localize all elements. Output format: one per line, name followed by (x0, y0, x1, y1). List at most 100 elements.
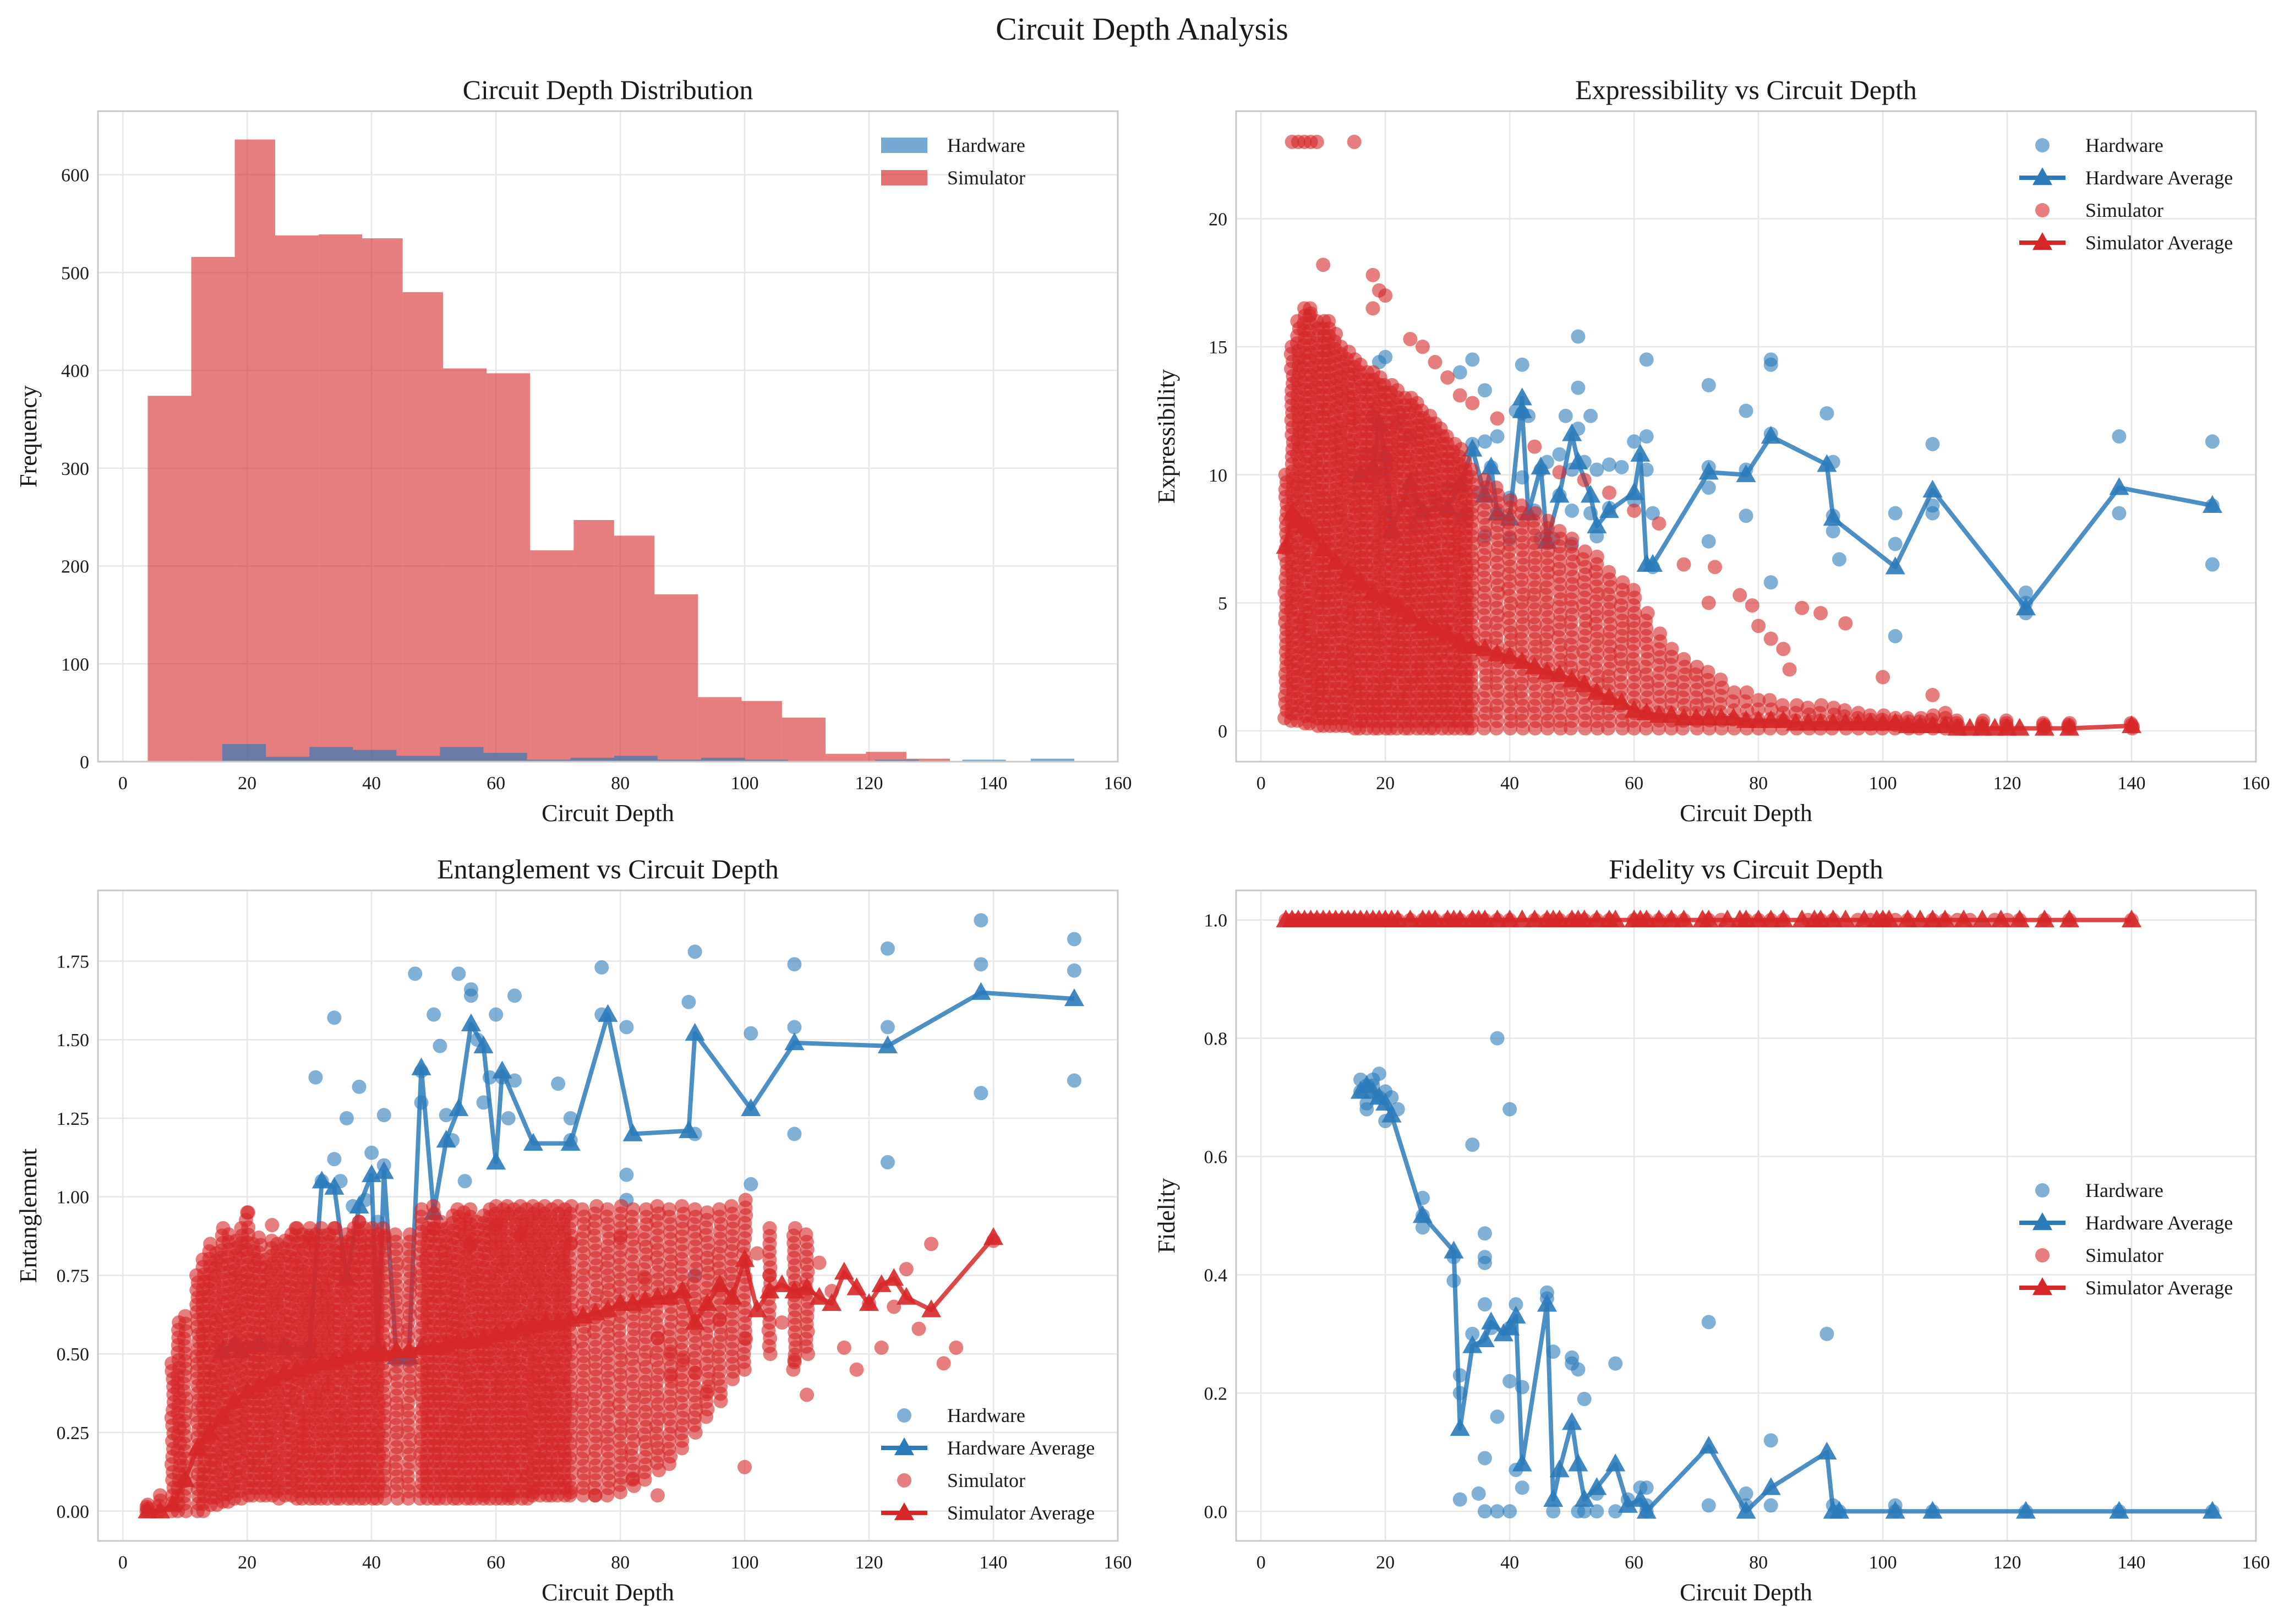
y-tick-label: 100 (61, 654, 89, 675)
scatter-point (1477, 473, 1491, 487)
histogram-bar (826, 754, 866, 762)
histogram-bar (275, 236, 319, 762)
scatter-point (1702, 378, 1716, 392)
x-tick-label: 160 (2242, 773, 2270, 794)
scatter-point (974, 957, 988, 971)
x-tick-label: 60 (1625, 773, 1643, 794)
scatter-point (1888, 537, 1903, 551)
histogram-bar (487, 373, 530, 762)
scatter-point (1577, 473, 1592, 487)
y-tick-label: 0 (1218, 721, 1227, 742)
scatter-point (619, 1020, 633, 1034)
scatter-point (463, 1202, 477, 1217)
x-tick-label: 140 (980, 773, 1008, 794)
legend-label: Simulator (947, 167, 1025, 189)
scatter-point (1527, 440, 1542, 454)
scatter-point (619, 1168, 633, 1182)
histogram-bar (396, 756, 440, 762)
scatter-point (744, 1026, 758, 1041)
scatter-point (881, 1155, 895, 1169)
scatter-point (1553, 465, 1567, 479)
y-axis-label: Frequency (15, 385, 42, 488)
histogram-bar (353, 750, 396, 762)
scatter-point (464, 988, 478, 1003)
scatter-point (1713, 672, 1728, 687)
scatter-point (1541, 514, 1555, 528)
scatter-point (1465, 462, 1479, 477)
scatter-point (787, 957, 801, 971)
scatter-point (1465, 352, 1479, 367)
scatter-point (1416, 340, 1430, 354)
scatter-point (1565, 532, 1579, 546)
figure-title: Circuit Depth Analysis (996, 11, 1288, 47)
legend-swatch (881, 170, 927, 185)
x-tick-label: 0 (1256, 773, 1266, 794)
x-tick-label: 100 (731, 773, 759, 794)
scatter-point (507, 988, 522, 1003)
legend-label: Hardware (2085, 134, 2163, 156)
subplot-title: Circuit Depth Distribution (463, 74, 753, 105)
scatter-point (1465, 396, 1479, 411)
y-tick-label: 0 (80, 752, 89, 773)
scatter-point (1347, 135, 1362, 149)
scatter-point (1489, 480, 1504, 495)
scatter-point (1665, 642, 1679, 656)
scatter-point (1751, 619, 1766, 633)
scatter-point (1366, 268, 1380, 282)
x-tick-label: 60 (487, 773, 505, 794)
y-tick-label: 5 (1218, 593, 1227, 614)
scatter-point (1819, 406, 1834, 420)
scatter-point (1826, 524, 1840, 538)
scatter-point (1795, 601, 1809, 615)
legend-label: Hardware Average (2085, 167, 2233, 189)
scatter-point (327, 1152, 341, 1166)
histogram-bar (698, 697, 741, 762)
scatter-point (1653, 626, 1667, 641)
scatter-point (1316, 258, 1330, 272)
scatter-point (1677, 557, 1691, 572)
scatter-point (340, 1111, 354, 1125)
scatter-point (1764, 632, 1778, 646)
scatter-point (681, 995, 696, 1009)
scatter-point (575, 1202, 589, 1217)
scatter-point (551, 1076, 565, 1091)
scatter-point (1428, 355, 1442, 369)
scatter-point (1478, 383, 1492, 397)
histogram-bar (440, 747, 483, 762)
scatter-point (1775, 698, 1790, 713)
scatter-point (1626, 583, 1641, 597)
scatter-point (1640, 352, 1654, 367)
subplot-title: Expressibility vs Circuit Depth (1575, 74, 1917, 105)
x-axis-label: Circuit Depth (1680, 800, 1812, 827)
scatter-point (1925, 506, 1939, 521)
scatter-point (1640, 429, 1654, 444)
scatter-point (1702, 534, 1716, 549)
x-tick-label: 120 (855, 773, 883, 794)
x-tick-label: 0 (118, 773, 128, 794)
scatter-point (1304, 307, 1318, 321)
y-tick-label: 600 (61, 166, 89, 186)
scatter-point (1708, 560, 1722, 574)
histogram-bar (147, 396, 191, 762)
y-tick-label: 20 (1209, 209, 1227, 229)
scatter-point (1764, 358, 1778, 372)
y-tick-label: 200 (61, 557, 89, 577)
scatter-point (2112, 506, 2126, 521)
scatter-point (426, 1199, 440, 1213)
legend-label: Hardware (947, 134, 1025, 156)
scatter-point (1553, 524, 1567, 538)
scatter-point (1453, 389, 1467, 403)
legend-marker (2035, 138, 2050, 152)
scatter-point (1602, 485, 1616, 500)
scatter-point (600, 1202, 615, 1217)
scatter-point (352, 1080, 367, 1094)
histogram-bar (403, 292, 443, 762)
scatter-point (153, 1488, 167, 1502)
scatter-point (1490, 429, 1505, 444)
scatter-point (1559, 409, 1573, 423)
scatter-point (1589, 462, 1604, 477)
histogram-bar (614, 756, 658, 762)
scatter-point (1067, 1073, 1081, 1087)
